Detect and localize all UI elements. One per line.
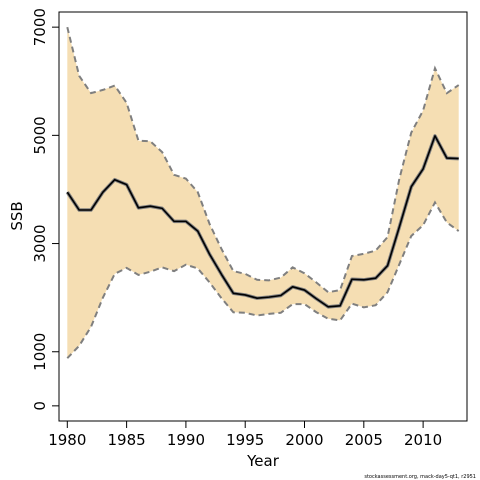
y-tick-label: 3000 bbox=[31, 224, 49, 262]
footnote: stockassessment.org, mack-day5-qt1, r295… bbox=[364, 474, 476, 480]
x-tick-label: 1995 bbox=[226, 431, 264, 449]
x-tick-label: 1985 bbox=[108, 431, 146, 449]
y-tick-label: 0 bbox=[31, 401, 49, 411]
x-axis-title: Year bbox=[246, 452, 280, 470]
confidence-band-layer bbox=[67, 27, 459, 359]
series-layer bbox=[65, 26, 460, 359]
lower-bound-line bbox=[66, 200, 460, 359]
x-tick-label: 2010 bbox=[404, 431, 442, 449]
y-tick-label: 5000 bbox=[31, 116, 49, 154]
y-axis: 0 1000 3000 5000 7000 bbox=[31, 8, 60, 411]
x-tick-label: 1990 bbox=[167, 431, 205, 449]
x-axis: 1980 1985 1990 1995 2000 2005 2010 bbox=[48, 420, 442, 449]
estimate-line bbox=[66, 135, 459, 308]
confidence-band bbox=[67, 27, 459, 359]
y-tick-label: 7000 bbox=[31, 8, 49, 46]
x-tick-label: 2005 bbox=[345, 431, 383, 449]
y-axis-title: SSB bbox=[8, 201, 26, 230]
y-tick-label: 1000 bbox=[31, 333, 49, 371]
x-tick-label: 1980 bbox=[48, 431, 86, 449]
x-tick-label: 2000 bbox=[285, 431, 323, 449]
